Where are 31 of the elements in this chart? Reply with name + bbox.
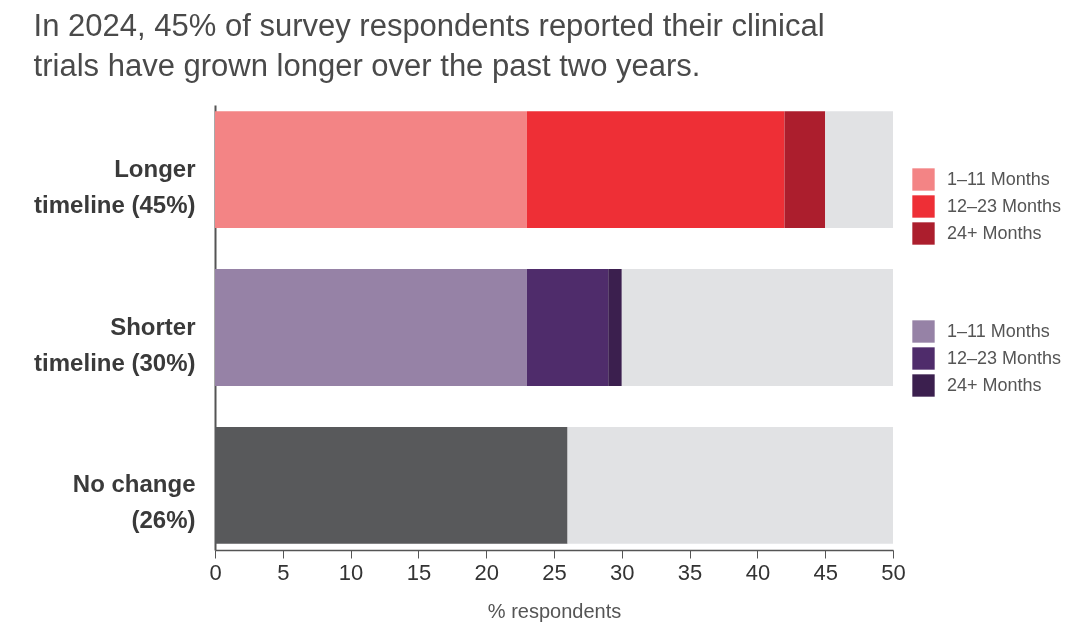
bar xyxy=(526,269,609,386)
x-tick-label: 30 xyxy=(610,559,635,585)
x-tick-label: 5 xyxy=(277,559,290,585)
bar xyxy=(784,111,826,229)
bar xyxy=(567,426,893,544)
x-tick-label: 45 xyxy=(813,559,838,585)
y-tick-label: Shorter timeline (30%) xyxy=(34,312,196,376)
x-tick-label: 40 xyxy=(745,559,771,585)
bar xyxy=(215,269,527,386)
bar xyxy=(621,269,893,386)
legend-label: 24+ Months xyxy=(947,374,1042,395)
y-tick-label: No change (26%) xyxy=(72,470,196,534)
bar xyxy=(608,269,622,386)
legend-label: 24+ Months xyxy=(947,222,1042,243)
legend-label: 12–23 Months xyxy=(947,195,1062,216)
x-tick-label: 25 xyxy=(542,559,567,585)
legend-label: 1–11 Months xyxy=(947,320,1050,341)
bar xyxy=(825,111,893,229)
x-tick-label: 0 xyxy=(209,559,222,585)
legend-label: 12–23 Months xyxy=(947,347,1062,368)
x-tick-label: 20 xyxy=(474,559,499,585)
x-axis-title: % respondents xyxy=(487,599,622,622)
legend-label: 1–11 Months xyxy=(947,168,1050,189)
x-tick-label: 15 xyxy=(406,559,432,585)
bar xyxy=(215,111,527,229)
x-tick-label: 50 xyxy=(881,559,906,585)
bar xyxy=(526,111,785,229)
x-tick-label: 10 xyxy=(338,559,364,585)
y-tick-label: Longer timeline (45%) xyxy=(34,154,196,218)
x-tick-label: 35 xyxy=(677,559,703,585)
chart-title: In 2024, 45% of survey respondents reported their clinical trials have grown longer over the past two years. xyxy=(33,8,825,83)
